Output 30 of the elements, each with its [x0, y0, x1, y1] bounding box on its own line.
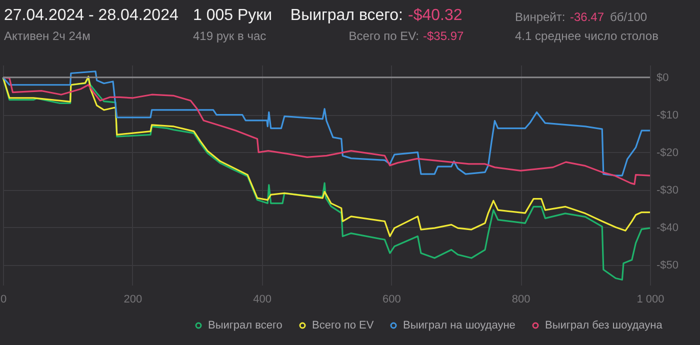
x-tick-label: 600: [382, 294, 401, 306]
line-series: [2, 76, 651, 281]
text: -$35.97: [423, 29, 464, 43]
text: Винрейт:: [515, 10, 566, 24]
y-tick-label: -$40: [656, 222, 679, 234]
text: Активен 2ч 24м: [4, 29, 90, 43]
legend-label: Всего по EV: [312, 320, 374, 332]
x-tick-label: 0: [0, 294, 7, 306]
text: 419 рук в час: [193, 29, 266, 43]
x-tick-label: 1 000: [636, 294, 664, 306]
text: бб/100: [610, 10, 648, 24]
text: -$40.32: [408, 7, 462, 24]
text: Всего по EV:: [348, 29, 419, 43]
legend-label: Выиграл на шоудауне: [403, 320, 516, 332]
legend-label: Выиграл всего: [208, 320, 282, 332]
y-tick-label: -$30: [656, 184, 679, 196]
y-tick-label: -$20: [656, 146, 679, 159]
y-tick-label: -$50: [656, 259, 679, 272]
chart-title: 27.04.2024 - 28.04.2024: [4, 7, 178, 24]
y-tick-label: $0: [656, 72, 669, 84]
y-tick-label: -$10: [656, 109, 679, 122]
x-tick-label: 800: [512, 294, 530, 306]
text: 4.1 среднее число столов: [515, 29, 658, 43]
x-tick-label: 400: [253, 294, 272, 306]
text: Выиграл всего:: [290, 7, 403, 24]
legend-label: Выиграл без шоудауна: [545, 320, 664, 332]
x-tick-label: 200: [124, 294, 142, 306]
text: 1 005 Руки: [193, 7, 272, 24]
text: -36.47: [570, 10, 604, 24]
line-series: [2, 76, 651, 238]
